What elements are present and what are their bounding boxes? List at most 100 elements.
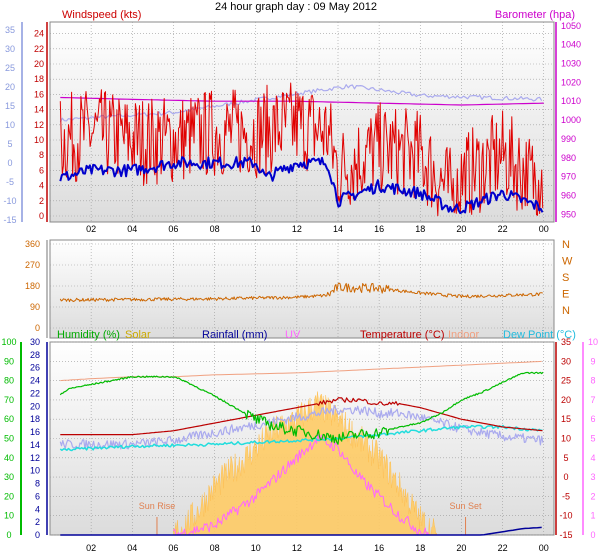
dir-compass-label: W [562, 256, 573, 268]
temperature-axis-label: 10 [561, 434, 571, 444]
x-tick-label-wind: 10 [251, 224, 261, 234]
wind-axis-label: 0 [39, 211, 44, 221]
uv-axis-label: 1 [590, 511, 595, 521]
humidity-line [59, 371, 544, 445]
outer-axis-label: 15 [5, 101, 15, 111]
outer-axis-label: 0 [7, 158, 12, 168]
outer-axis-label: 25 [5, 63, 15, 73]
x-tick-label-wind: 12 [292, 224, 302, 234]
x-tick-label-wind: 04 [127, 224, 137, 234]
outer-axis-label: 10 [5, 120, 15, 130]
dir-compass-label: N [562, 239, 570, 251]
baro-overlay-line [59, 84, 543, 123]
temperature-axis-label: -10 [559, 511, 572, 521]
temperature-axis-label: 30 [561, 356, 571, 366]
temperature-axis-label: 20 [561, 395, 571, 405]
outer-axis-label: 35 [5, 25, 15, 35]
rainfall-axis-label: 16 [30, 427, 40, 437]
baro-axis-label: 1020 [561, 77, 581, 87]
wind-axis-label: 4 [39, 181, 44, 191]
x-tick-label-climate: 18 [415, 543, 425, 553]
series-layer [59, 82, 544, 536]
dir-axis-label: 180 [25, 281, 40, 291]
barometer-label: Barometer (hpa) [495, 9, 575, 21]
uv-axis-label: 9 [590, 356, 595, 366]
dir-axis-label: 0 [35, 323, 40, 333]
baro-axis-label: 1050 [561, 21, 581, 31]
uv-axis-label: 3 [590, 472, 595, 482]
wind-axis-label: 12 [34, 120, 44, 130]
uv-axis-label: 7 [590, 395, 595, 405]
uv-axis-label: 2 [590, 491, 595, 501]
wind-axis-label: 2 [39, 196, 44, 206]
outer-axis-label: -10 [3, 196, 16, 206]
x-tick-label-wind: 02 [86, 224, 96, 234]
windspeed-label: Windspeed (kts) [62, 9, 141, 21]
x-tick-label-climate: 12 [292, 543, 302, 553]
uv-axis-label: 0 [590, 530, 595, 540]
wind-direction-line [59, 282, 543, 303]
outer-axis-label: 30 [5, 44, 15, 54]
baro-axis-label: 980 [561, 153, 576, 163]
temperature-axis-label: -15 [559, 530, 572, 540]
x-tick-label-wind: 06 [168, 224, 178, 234]
humidity-axis-label: 50 [4, 434, 14, 444]
baro-axis-label: 1030 [561, 59, 581, 69]
x-tick-label-wind: 16 [374, 224, 384, 234]
outer-axis-label: -5 [6, 177, 14, 187]
rainfall-label: Rainfall (mm) [202, 329, 267, 341]
dir-axis-label: 270 [25, 260, 40, 270]
dir-axis-label: 90 [30, 302, 40, 312]
wind-axis-label: 8 [39, 150, 44, 160]
temperature-axis-label: 15 [561, 414, 571, 424]
outer-axis-label: 20 [5, 82, 15, 92]
humidity-axis-label: 10 [4, 511, 14, 521]
rainfall-axis-label: 18 [30, 414, 40, 424]
wind-axis-label: 10 [34, 135, 44, 145]
solar-area [173, 391, 437, 536]
wind-panel-bg [49, 21, 555, 223]
grid-lines [50, 22, 554, 536]
dir-compass-label: S [562, 272, 569, 284]
rainfall-axis-label: 22 [30, 388, 40, 398]
temperature-line [60, 397, 543, 436]
wind-axis-label: 20 [34, 59, 44, 69]
wind-axis-label: 6 [39, 165, 44, 175]
x-tick-label-climate: 10 [251, 543, 261, 553]
humidity-axis-label: 90 [4, 356, 14, 366]
solar-label: Solar [125, 329, 151, 341]
rainfall-line [60, 526, 542, 536]
x-tick-label-climate: 14 [333, 543, 343, 553]
baro-axis-label: 950 [561, 209, 576, 219]
x-tick-label-wind: 08 [210, 224, 220, 234]
humidity-axis-label: 20 [4, 491, 14, 501]
x-tick-label-climate: 22 [498, 543, 508, 553]
x-tick-label-climate: 16 [374, 543, 384, 553]
rainfall-axis-label: 12 [30, 453, 40, 463]
uv-axis-label: 4 [590, 453, 595, 463]
temperature-axis-label: 25 [561, 376, 571, 386]
wind-axis-label: 18 [34, 74, 44, 84]
humidity-axis-label: 80 [4, 376, 14, 386]
humidity-axis-label: 40 [4, 453, 14, 463]
x-tick-label-wind: 00 [539, 224, 549, 234]
sunset-label: Sun Set [450, 501, 483, 511]
x-tick-label-climate: 06 [168, 543, 178, 553]
humidity-axis-label: 100 [1, 337, 16, 347]
uv-axis-label: 5 [590, 434, 595, 444]
uv-line [173, 433, 431, 536]
sunrise-label: Sun Rise [139, 501, 176, 511]
dir-axis-label: 360 [25, 239, 40, 249]
humidity-axis-label: 60 [4, 414, 14, 424]
temperature-axis-label: 0 [563, 472, 568, 482]
outer-axis-label: 5 [7, 139, 12, 149]
windspeed-line [59, 82, 544, 217]
chart-title: 24 hour graph day : 09 May 2012 [215, 1, 377, 13]
dir-compass-label: E [562, 289, 569, 301]
temperature-axis-label: -5 [562, 491, 570, 501]
humidity-axis-label: 70 [4, 395, 14, 405]
dewpoint-label: Dew Point (°C) [503, 329, 576, 341]
outer-axis-label: -15 [3, 215, 16, 225]
wind-axis-label: 22 [34, 44, 44, 54]
rainfall-axis-label: 8 [35, 479, 40, 489]
